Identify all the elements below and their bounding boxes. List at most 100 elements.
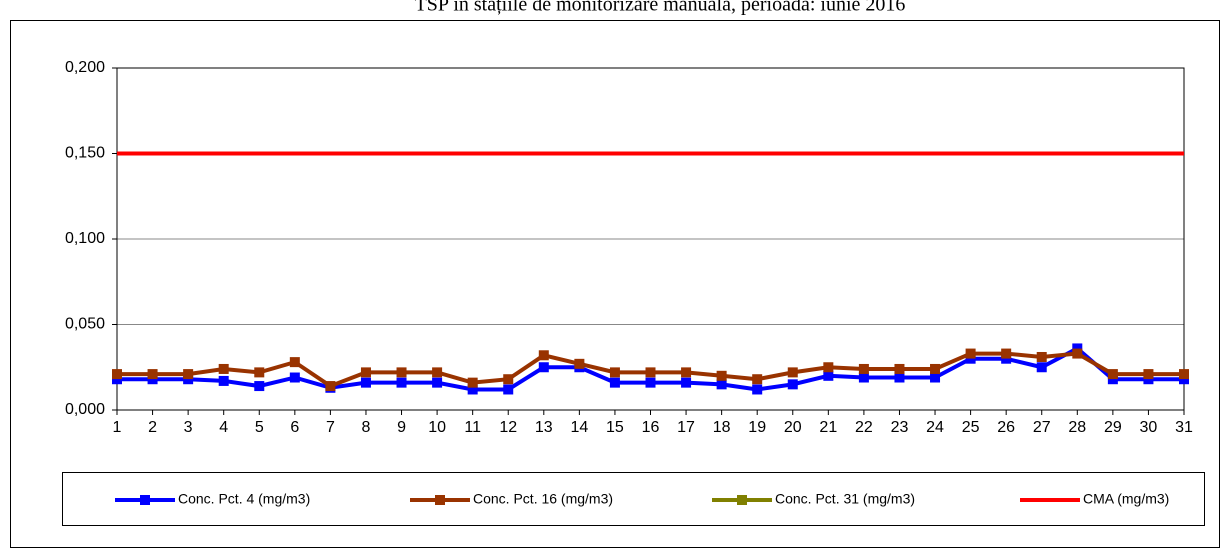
x-tick-label: 17 bbox=[677, 419, 695, 436]
point-marker bbox=[1179, 369, 1189, 380]
point-marker bbox=[787, 379, 798, 390]
x-tick-label: 22 bbox=[855, 419, 873, 436]
x-tick-label: 16 bbox=[642, 419, 660, 436]
point-marker bbox=[930, 363, 941, 374]
y-tick-label: 0,200 bbox=[65, 59, 105, 76]
point-marker bbox=[503, 384, 514, 395]
point-marker bbox=[1001, 353, 1012, 364]
point-marker bbox=[823, 362, 834, 373]
point-marker bbox=[609, 367, 620, 378]
point-marker bbox=[1001, 348, 1012, 359]
point-marker bbox=[965, 353, 976, 364]
point-marker bbox=[645, 377, 656, 388]
x-tick-label: 8 bbox=[362, 419, 371, 436]
point-marker bbox=[432, 377, 443, 388]
point-marker bbox=[112, 369, 122, 380]
point-marker bbox=[752, 374, 763, 385]
point-marker bbox=[645, 367, 656, 378]
x-tick-label: 27 bbox=[1033, 419, 1051, 436]
legend-label: Conc. Pct. 4 (mg/m3) bbox=[178, 491, 310, 507]
x-tick-label: 26 bbox=[997, 419, 1015, 436]
legend-marker bbox=[737, 495, 747, 505]
point-marker bbox=[681, 367, 692, 378]
point-marker bbox=[858, 372, 869, 383]
point-marker bbox=[752, 384, 763, 395]
point-marker bbox=[467, 377, 478, 388]
point-marker bbox=[147, 374, 158, 385]
x-tick-label: 13 bbox=[535, 419, 553, 436]
point-marker bbox=[1036, 351, 1047, 362]
y-tick-label: 0,000 bbox=[65, 401, 105, 418]
legend-label: CMA (mg/m3) bbox=[1083, 491, 1169, 507]
point-marker bbox=[467, 384, 478, 395]
x-tick-label: 29 bbox=[1104, 419, 1122, 436]
point-marker bbox=[609, 377, 620, 388]
point-marker bbox=[503, 374, 514, 385]
x-tick-label: 2 bbox=[148, 419, 157, 436]
point-marker bbox=[1143, 374, 1154, 385]
point-marker bbox=[289, 357, 300, 368]
x-tick-label: 18 bbox=[713, 419, 731, 436]
point-marker bbox=[538, 362, 549, 373]
point-marker bbox=[930, 372, 941, 383]
point-marker bbox=[1072, 343, 1083, 354]
point-marker bbox=[1107, 369, 1118, 380]
legend-label: Conc. Pct. 31 (mg/m3) bbox=[775, 491, 915, 507]
point-marker bbox=[432, 367, 443, 378]
x-tick-label: 4 bbox=[219, 419, 228, 436]
legend-label: Conc. Pct. 16 (mg/m3) bbox=[473, 491, 613, 507]
point-marker bbox=[894, 363, 905, 374]
x-tick-label: 30 bbox=[1140, 419, 1158, 436]
point-marker bbox=[325, 381, 336, 392]
x-tick-label: 7 bbox=[326, 419, 335, 436]
point-marker bbox=[396, 367, 407, 378]
point-marker bbox=[1107, 374, 1118, 385]
point-marker bbox=[1143, 369, 1154, 380]
point-marker bbox=[360, 377, 371, 388]
x-tick-label: 25 bbox=[962, 419, 980, 436]
point-marker bbox=[716, 379, 727, 390]
point-marker bbox=[183, 374, 194, 385]
x-tick-label: 3 bbox=[184, 419, 193, 436]
y-tick-label: 0,050 bbox=[65, 316, 105, 333]
x-tick-label: 20 bbox=[784, 419, 802, 436]
chart-border bbox=[10, 20, 1220, 548]
point-marker bbox=[183, 369, 194, 380]
point-marker bbox=[147, 369, 158, 380]
point-marker bbox=[289, 372, 300, 383]
y-tick-label: 0,150 bbox=[65, 145, 105, 162]
x-tick-label: 21 bbox=[819, 419, 837, 436]
point-marker bbox=[254, 381, 265, 392]
x-tick-label: 14 bbox=[570, 419, 588, 436]
point-marker bbox=[894, 372, 905, 383]
point-marker bbox=[787, 367, 798, 378]
x-tick-label: 12 bbox=[499, 419, 517, 436]
point-marker bbox=[574, 358, 585, 369]
legend-marker bbox=[140, 495, 150, 505]
point-marker bbox=[681, 377, 692, 388]
point-marker bbox=[965, 348, 976, 359]
x-tick-label: 5 bbox=[255, 419, 264, 436]
point-marker bbox=[254, 367, 265, 378]
point-marker bbox=[396, 377, 407, 388]
point-marker bbox=[1036, 362, 1047, 373]
x-tick-label: 28 bbox=[1068, 419, 1086, 436]
x-tick-label: 23 bbox=[891, 419, 909, 436]
point-marker bbox=[360, 367, 371, 378]
point-marker bbox=[858, 363, 869, 374]
y-tick-label: 0,100 bbox=[65, 230, 105, 247]
point-marker bbox=[218, 363, 229, 374]
x-tick-label: 24 bbox=[926, 419, 944, 436]
point-marker bbox=[218, 375, 229, 386]
x-tick-label: 1 bbox=[113, 419, 122, 436]
x-tick-label: 11 bbox=[464, 419, 481, 436]
legend-box bbox=[62, 472, 1205, 526]
x-tick-label: 6 bbox=[290, 419, 299, 436]
x-tick-label: 31 bbox=[1175, 419, 1193, 436]
x-tick-label: 19 bbox=[748, 419, 766, 436]
x-tick-label: 9 bbox=[397, 419, 406, 436]
point-marker bbox=[716, 370, 727, 381]
point-marker bbox=[1179, 374, 1189, 385]
chart-title: TSP în stațiile de monitorizare manuală,… bbox=[415, 0, 906, 16]
